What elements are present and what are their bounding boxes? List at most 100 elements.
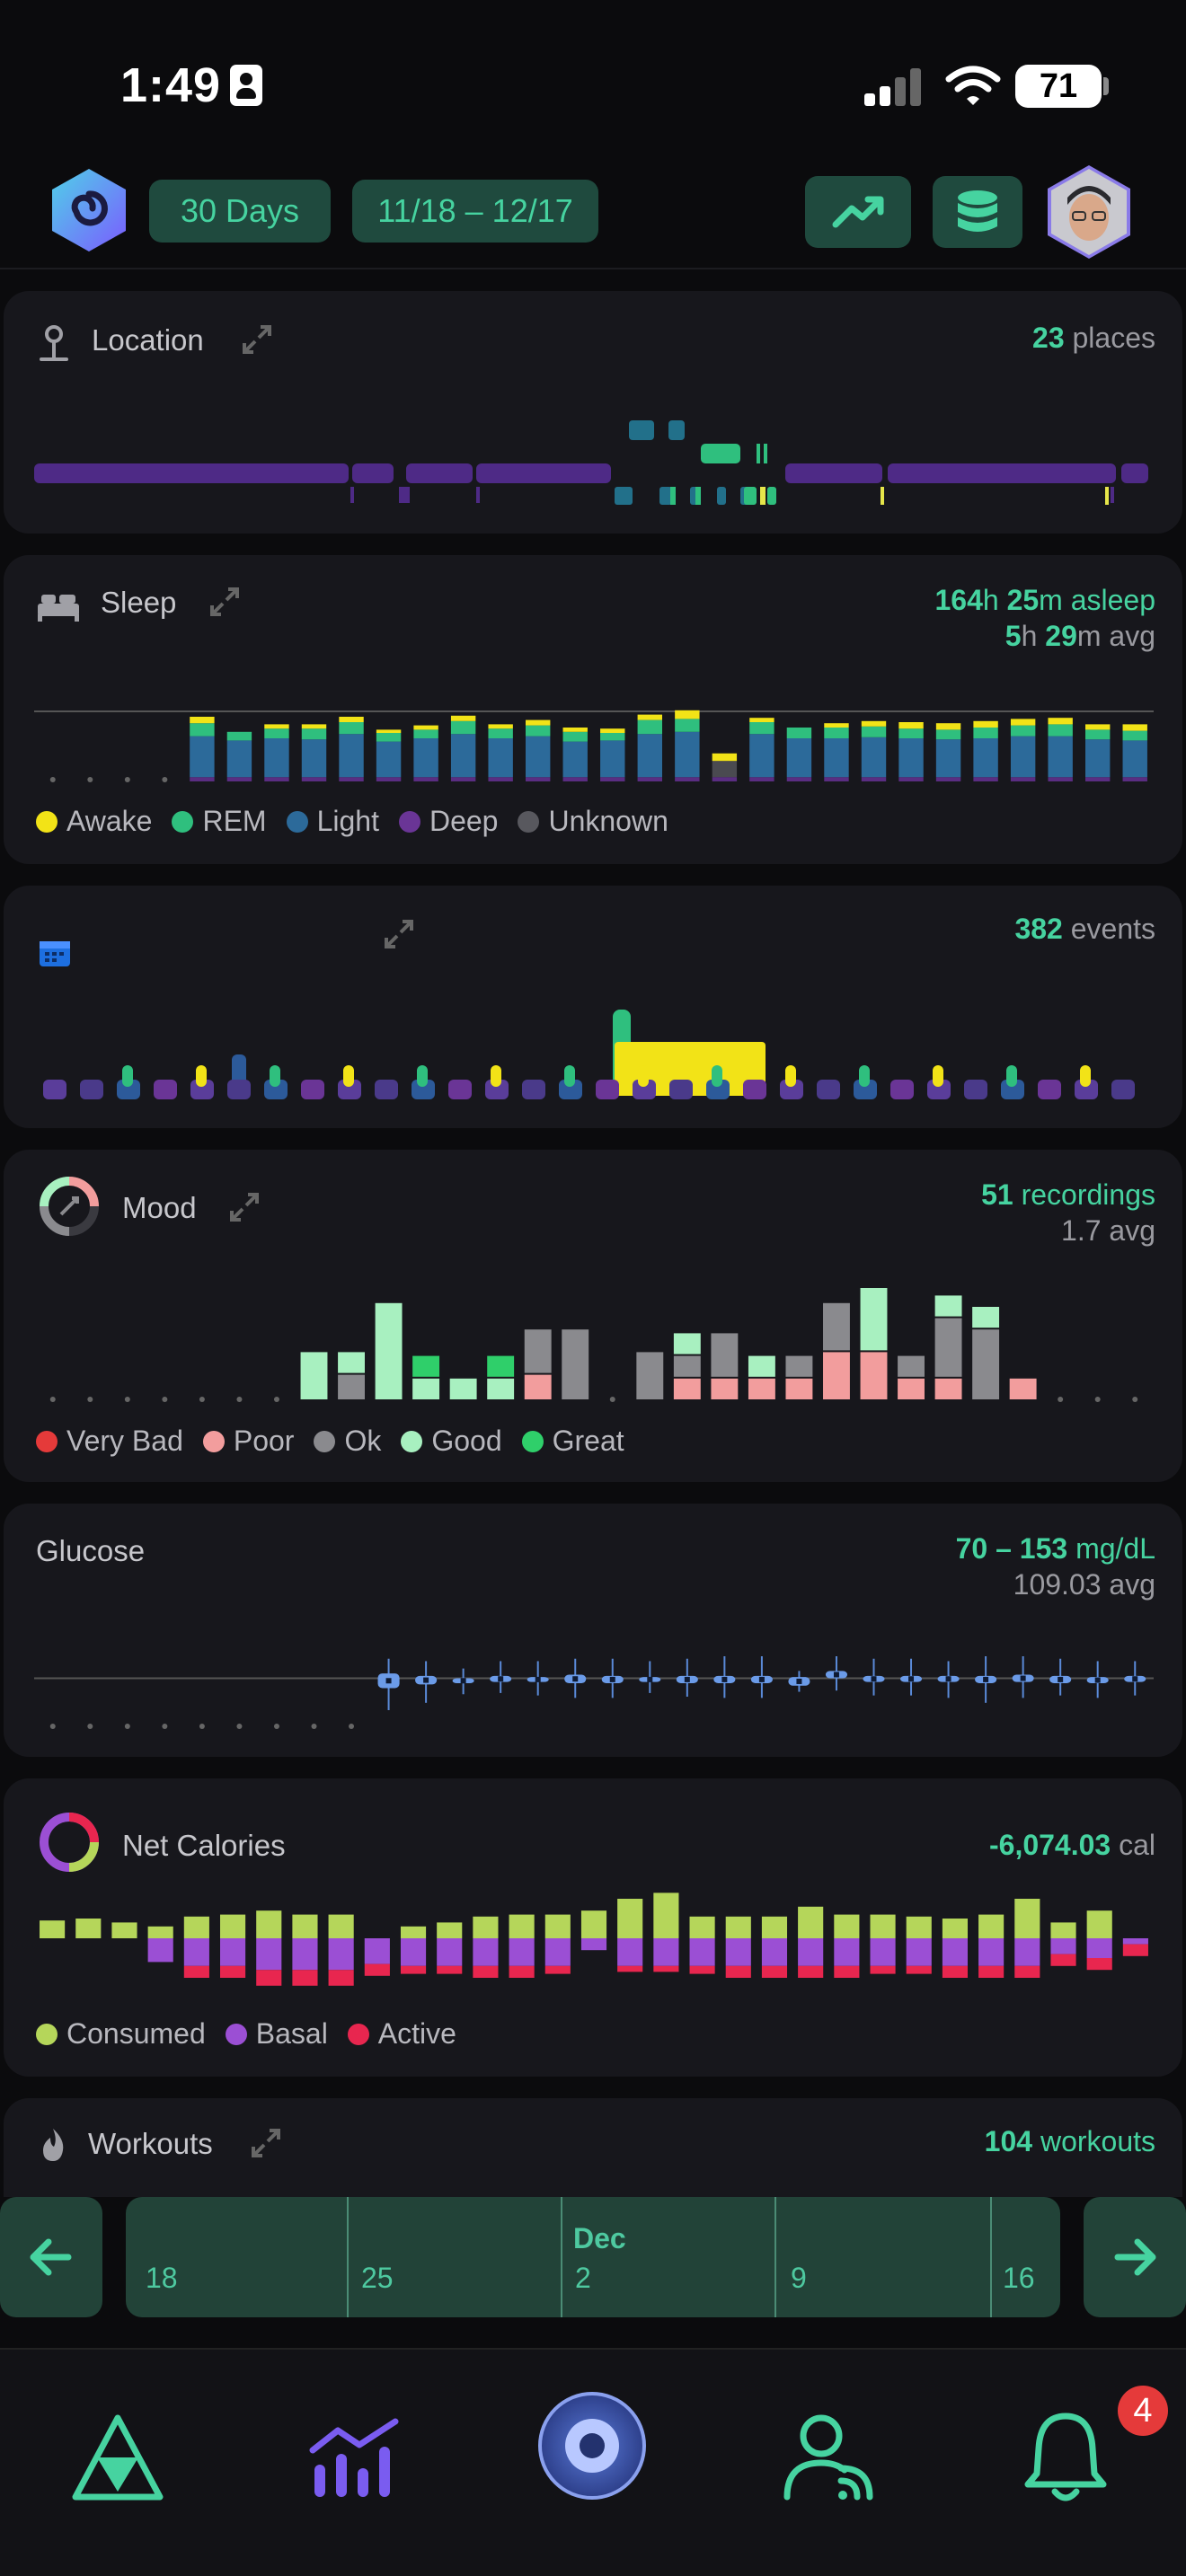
sleep-bar-light	[450, 734, 476, 778]
calendar-icon	[40, 941, 70, 966]
sleep-card[interactable]: Sleep 164h 25m asleep 5h 29m avg Awake R…	[4, 555, 1182, 864]
mood-bar-ok	[711, 1333, 739, 1377]
calendar-card[interactable]: 382 events	[4, 886, 1182, 1128]
mood-card[interactable]: Mood 51 recordings 1.7 avg Very Bad Poor…	[4, 1150, 1182, 1482]
calendar-event	[522, 1080, 545, 1099]
expand-icon[interactable]	[248, 2125, 284, 2161]
sleep-bar-deep	[749, 777, 774, 781]
previous-period-button[interactable]	[0, 2197, 102, 2317]
sleep-bar-light	[226, 740, 252, 778]
mood-bar-great	[412, 1355, 440, 1377]
basal-bar	[256, 1938, 282, 1971]
expand-icon[interactable]	[207, 584, 243, 620]
mood-bar-good	[449, 1378, 477, 1399]
expand-icon[interactable]	[381, 916, 417, 952]
sleep-bar-deep	[226, 777, 252, 781]
arrow-left-icon	[30, 2238, 72, 2276]
timeline-label: 9	[791, 2262, 807, 2294]
expand-icon[interactable]	[226, 1189, 262, 1225]
basal-bar	[219, 1938, 246, 1966]
consumed-bar	[617, 1899, 643, 1938]
location-card[interactable]: Location 23 places	[4, 291, 1182, 534]
database-icon	[958, 190, 997, 232]
active-bar	[1086, 1958, 1112, 1971]
sleep-bar-light	[861, 737, 887, 778]
active-bar	[1122, 1944, 1148, 1956]
basal-bar	[147, 1938, 173, 1963]
workouts-count: 104 workouts	[984, 2125, 1155, 2157]
sleep-bar-rem	[1084, 729, 1111, 740]
calendar-event	[448, 1080, 472, 1099]
glucose-median	[871, 1676, 877, 1682]
sleep-bar-rem	[562, 731, 588, 742]
basal-bar	[1122, 1938, 1148, 1945]
glucose-chart	[34, 1656, 1154, 1729]
glucose-median	[647, 1676, 653, 1682]
range-selector-button[interactable]: 30 Days	[149, 180, 331, 243]
basal-bar	[544, 1938, 571, 1966]
consumed-bar	[544, 1914, 571, 1938]
glucose-median	[609, 1676, 615, 1682]
location-title: Location	[92, 323, 204, 357]
empty-day-dot	[162, 1397, 168, 1402]
tab-social-icon[interactable]	[780, 2411, 879, 2504]
consumed-bar	[437, 1922, 463, 1938]
mood-bar-ok	[972, 1329, 1000, 1399]
basal-bar	[798, 1938, 824, 1966]
legend-basal: Basal	[225, 2017, 328, 2051]
avatar[interactable]	[1048, 165, 1130, 259]
expand-icon[interactable]	[239, 322, 275, 357]
calendar-event	[301, 1080, 324, 1099]
glucose-median	[1094, 1677, 1101, 1683]
sleep-bar-rem	[264, 728, 289, 738]
sleep-bar-light	[1010, 736, 1036, 778]
empty-day-dot	[87, 1724, 93, 1729]
date-timeline-scrubber[interactable]: 18 25 Dec 2 9 16	[126, 2197, 1060, 2317]
empty-day-dot	[311, 1724, 317, 1729]
sleep-bar-light	[339, 734, 364, 778]
next-period-button[interactable]	[1084, 2197, 1186, 2317]
sleep-bar-deep	[339, 777, 364, 781]
sleep-bar-deep	[973, 777, 998, 781]
app-logo-icon[interactable]	[49, 167, 129, 253]
basal-bar	[1050, 1938, 1076, 1954]
basal-bar	[509, 1938, 535, 1966]
mood-legend: Very Bad Poor Ok Good Great	[36, 1425, 644, 1458]
sleep-bar-awake	[450, 715, 476, 721]
net-calories-card[interactable]: Net Calories -6,074.03 cal Consumed Basa…	[4, 1778, 1182, 2077]
sleep-bar-rem	[861, 726, 887, 737]
consumed-bar	[834, 1914, 860, 1938]
sleep-bar-deep	[824, 777, 849, 781]
consumed-bar	[653, 1892, 679, 1938]
date-range-button[interactable]: 11/18 – 12/17	[352, 180, 598, 243]
map-pin-icon	[40, 325, 68, 361]
mood-bar-poor	[711, 1378, 739, 1399]
calendar-event	[927, 1080, 951, 1099]
empty-day-dot	[87, 1397, 93, 1402]
workouts-card[interactable]: Workouts 104 workouts	[4, 2098, 1182, 2197]
tab-insights-icon[interactable]	[70, 2411, 165, 2504]
timeline-tick	[990, 2197, 992, 2317]
mood-ring-icon	[40, 1177, 99, 1236]
sleep-bar-deep	[488, 777, 513, 781]
basal-bar	[870, 1938, 896, 1966]
sleep-bar-rem	[376, 733, 402, 742]
tab-home-icon[interactable]	[535, 2389, 649, 2502]
mood-bar-ok	[785, 1355, 813, 1377]
consumed-bar	[1014, 1899, 1040, 1938]
sleep-bar-deep	[525, 777, 551, 781]
glucose-card[interactable]: Glucose 70 – 153 mg/dL 109.03 avg	[4, 1504, 1182, 1757]
empty-day-dot	[124, 1724, 130, 1729]
glucose-median	[1058, 1676, 1064, 1682]
calories-ring-icon	[40, 1813, 99, 1872]
tab-trends-icon[interactable]	[305, 2414, 404, 2501]
data-sources-button[interactable]	[933, 176, 1022, 248]
sleep-bar-awake	[376, 729, 402, 733]
trends-button[interactable]	[805, 176, 911, 248]
consumed-bar	[798, 1906, 824, 1938]
tab-notifications-icon[interactable]	[1022, 2409, 1109, 2508]
timeline-tick	[561, 2197, 562, 2317]
legend-very-bad: Very Bad	[36, 1425, 183, 1458]
sleep-bar-light	[1084, 739, 1111, 778]
mood-bar-ok	[898, 1355, 925, 1377]
